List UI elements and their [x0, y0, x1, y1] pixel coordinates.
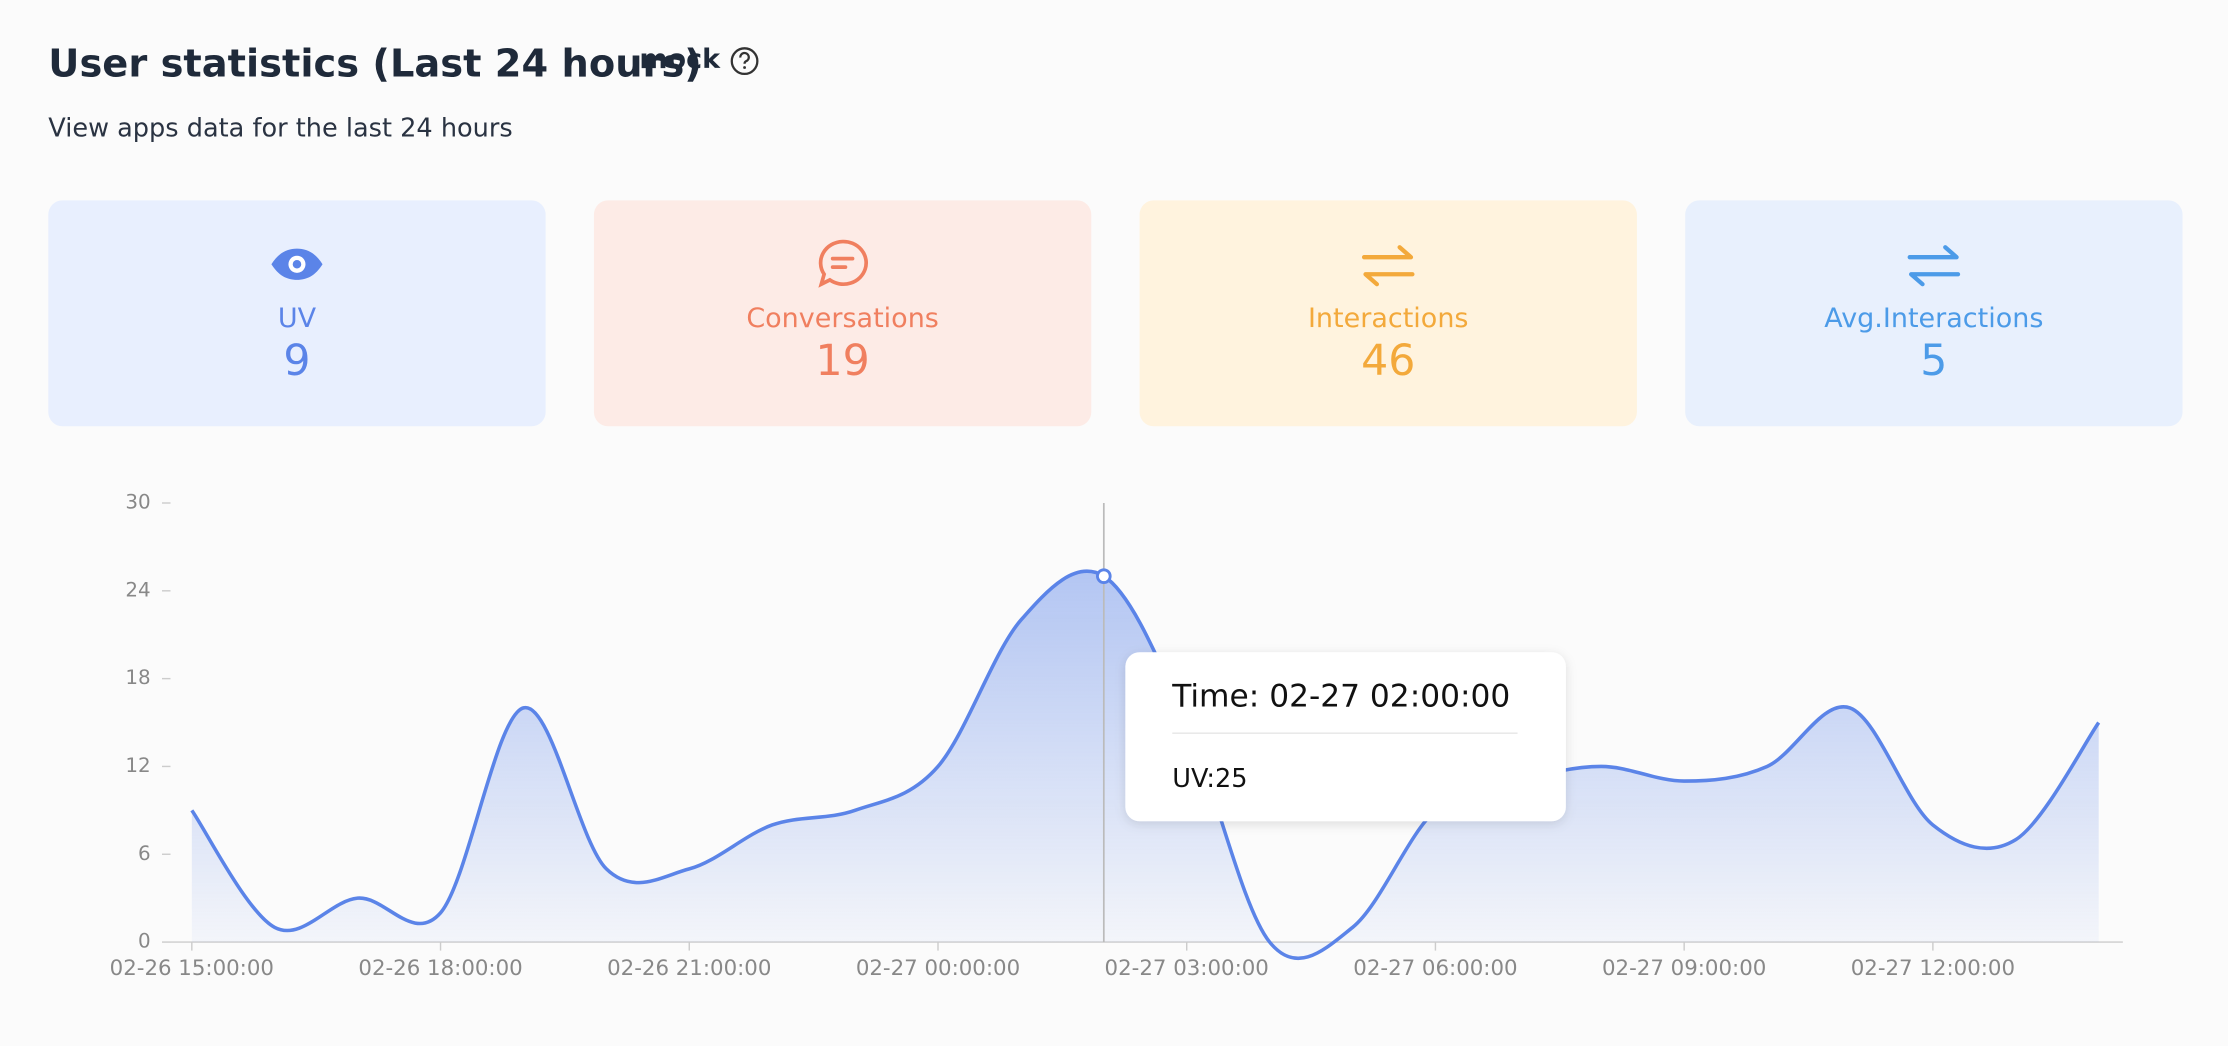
arrows-icon — [1907, 245, 1961, 287]
chat-icon — [818, 239, 868, 288]
y-tick-label: 12 — [125, 754, 150, 777]
card-value: 5 — [1920, 336, 1948, 387]
help-icon[interactable] — [729, 45, 760, 76]
card: Conversations 19 — [593, 200, 1092, 427]
x-tick-label: 02-26 21:00:00 — [607, 956, 771, 981]
x-tick-label: 02-26 18:00:00 — [358, 956, 522, 981]
y-tick-label: 18 — [125, 666, 150, 689]
card: Avg.Interactions 5 — [1685, 200, 2183, 427]
y-tick-label: 30 — [125, 491, 150, 514]
x-tick-label: 02-27 03:00:00 — [1105, 956, 1269, 981]
subtitle: View apps data for the last 24 hours — [48, 113, 513, 144]
card-label: Interactions — [1307, 302, 1469, 334]
y-tick-label: 24 — [125, 578, 150, 601]
tooltip: Time: 02-27 02:00:00 UV:25 — [1125, 652, 1566, 822]
y-tick-label: 6 — [138, 842, 151, 865]
card-value: 9 — [283, 336, 311, 387]
tooltip-title: Time: 02-27 02:00:00 — [1171, 679, 1510, 715]
x-tick-label: 02-27 06:00:00 — [1353, 956, 1517, 981]
tag: mock — [639, 44, 721, 76]
title: User statistics (Last 24 hours) — [48, 42, 702, 87]
card: UV 9 — [48, 200, 546, 427]
y-tick-label: 0 — [138, 930, 151, 953]
card-label: UV — [277, 302, 317, 334]
tooltip-box — [1125, 652, 1566, 822]
card-value: 46 — [1361, 336, 1416, 387]
x-tick-label: 02-27 00:00:00 — [856, 956, 1020, 981]
card-label: Avg.Interactions — [1824, 302, 2044, 334]
card-label: Conversations — [746, 302, 939, 334]
card: Interactions 46 — [1139, 200, 1637, 427]
eye-icon — [271, 248, 323, 280]
x-tick-label: 02-27 09:00:00 — [1602, 956, 1766, 981]
x-tick-label: 02-26 15:00:00 — [110, 956, 274, 981]
arrows-icon — [1361, 245, 1415, 287]
hover-point — [1095, 568, 1112, 584]
line — [190, 569, 2101, 961]
tooltip-text: UV:25 — [1172, 764, 1247, 794]
card-value: 19 — [815, 336, 870, 387]
x-tick-label: 02-27 12:00:00 — [1851, 956, 2015, 981]
